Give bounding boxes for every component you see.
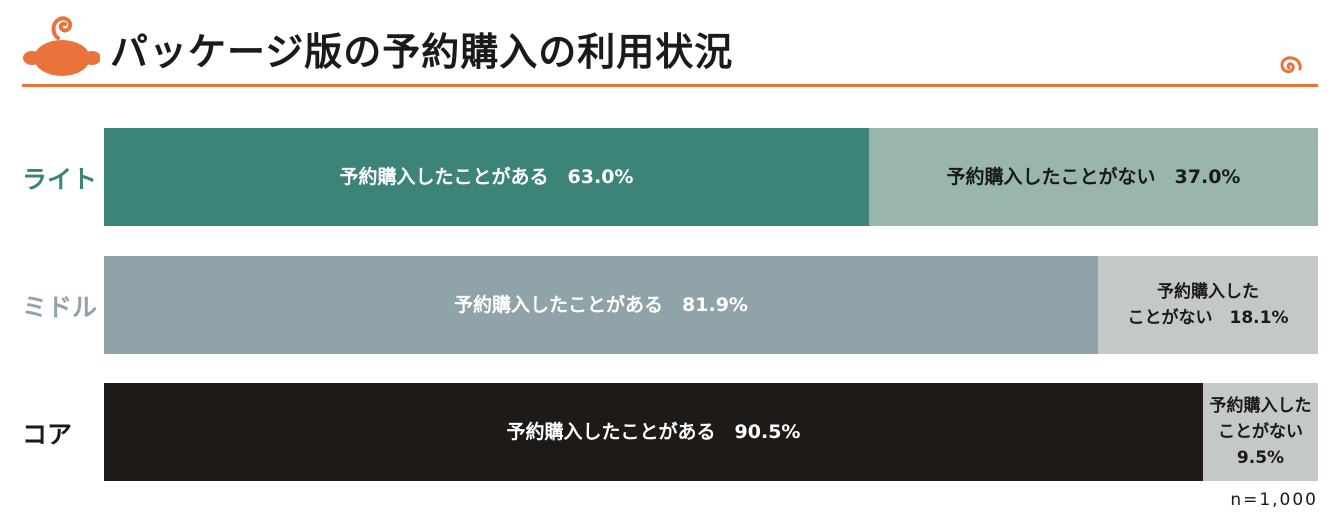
data-label: 予約購入したことがある 81.9% xyxy=(454,292,748,319)
bar-row: 予約購入したことがある 90.5% 予約購入した ことがない 9.5% xyxy=(104,383,1318,481)
bar-row: 予約購入したことがある 63.0% 予約購入したことがない 37.0% xyxy=(104,128,1318,226)
data-label-line: 予約購入したことがある 90.5% xyxy=(506,420,801,443)
bar-segment-yes: 予約購入したことがある 63.0% xyxy=(104,128,869,226)
data-label-line: 予約購入したことがある 63.0% xyxy=(339,165,634,188)
data-label-line: 予約購入したことがある 81.9% xyxy=(454,293,748,316)
data-label: 予約購入した ことがない 9.5% xyxy=(1210,393,1312,471)
data-label-line: 予約購入した xyxy=(1156,282,1259,302)
orange-mascot-icon xyxy=(23,16,100,76)
bar-segment-yes: 予約購入したことがある 90.5% xyxy=(104,383,1203,481)
data-label: 予約購入したことがある 90.5% xyxy=(507,419,801,446)
header: パッケージ版の予約購入の利用状況 xyxy=(0,0,1340,92)
category-label: コア xyxy=(22,420,73,449)
bar-segment-no: 予約購入したことがない 37.0% xyxy=(869,128,1318,226)
data-label-line: 予約購入したことがない 37.0% xyxy=(946,165,1241,188)
data-label: 予約購入したことがない 18.1% xyxy=(1128,279,1289,331)
category-label: ミドル xyxy=(22,293,98,322)
data-label: 予約購入したことがない 37.0% xyxy=(947,164,1241,191)
bar-segment-no: 予約購入した ことがない 9.5% xyxy=(1203,383,1318,481)
bar-segment-yes: 予約購入したことがある 81.9% xyxy=(104,256,1098,354)
title-underline xyxy=(22,84,1318,87)
bar-segment-no: 予約購入したことがない 18.1% xyxy=(1098,256,1318,354)
data-label-line: 予約購入した xyxy=(1209,396,1312,416)
sample-size-note: n=1,000 xyxy=(1230,490,1318,510)
category-label: ライト xyxy=(22,165,98,194)
data-label-line: ことがない 18.1% xyxy=(1127,308,1289,328)
swirl-icon xyxy=(1280,56,1302,74)
data-label-line: ことがない xyxy=(1218,422,1303,442)
data-label-line: 9.5% xyxy=(1236,448,1285,468)
bar-row: 予約購入したことがある 81.9% 予約購入したことがない 18.1% xyxy=(104,256,1318,354)
data-label: 予約購入したことがある 63.0% xyxy=(340,164,634,191)
page-title: パッケージ版の予約購入の利用状況 xyxy=(110,30,734,74)
